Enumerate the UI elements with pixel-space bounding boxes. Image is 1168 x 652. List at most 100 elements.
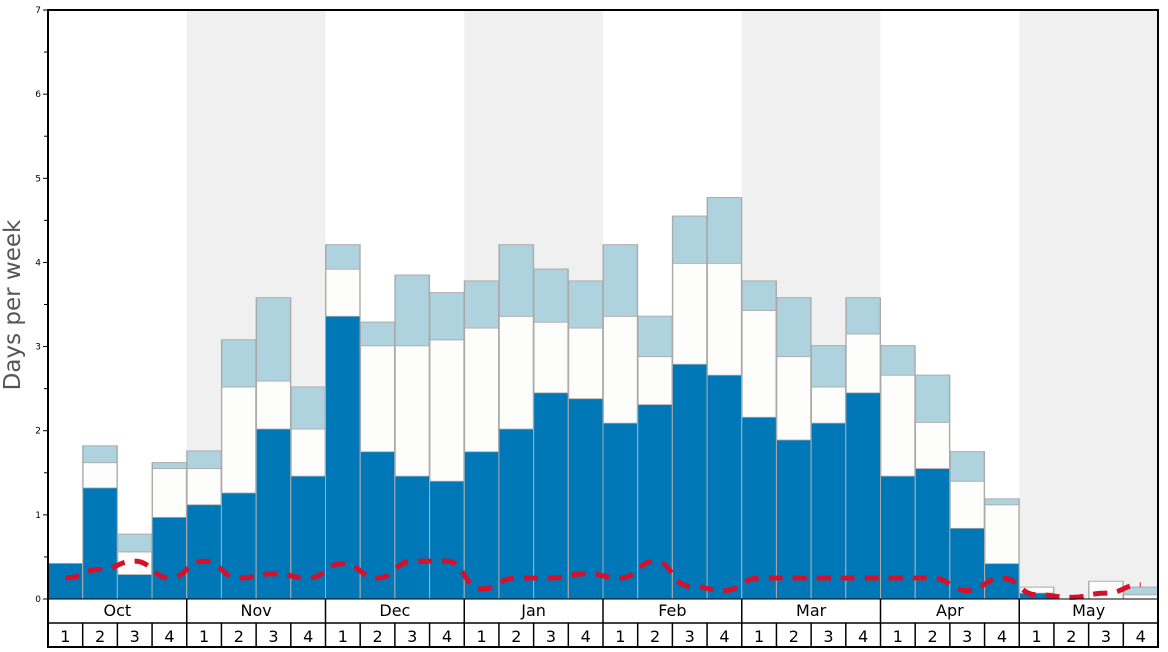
bar-segment-top (499, 244, 534, 317)
bar-segment-top (221, 339, 257, 388)
week-label: 3 (407, 627, 417, 646)
bar-segment-middle (637, 356, 673, 406)
week-label: 2 (372, 627, 382, 646)
bar-segment-base (360, 451, 395, 599)
week-label: 1 (893, 627, 903, 646)
y-tick-label: 4 (35, 258, 41, 268)
y-tick-label: 2 (35, 427, 41, 437)
month-label: Feb (658, 601, 686, 620)
bar-segment-middle (741, 309, 777, 418)
week-label: 4 (581, 627, 591, 646)
bar-segment-middle (811, 386, 846, 424)
bar-segment-top (603, 244, 638, 317)
trend-line (65, 558, 1141, 600)
month-label: Apr (936, 601, 964, 620)
bar-segment-middle (152, 468, 187, 518)
bar-segment-base (742, 417, 776, 599)
bar-segment-base (846, 392, 880, 599)
week-label: 2 (511, 627, 521, 646)
bar-segment-base (117, 574, 152, 599)
bar-segment-top (707, 197, 742, 264)
week-label: 4 (997, 627, 1007, 646)
bar-segment-base (395, 476, 430, 599)
month-label: Dec (379, 601, 410, 620)
bar-segment-middle (429, 339, 465, 482)
bar-segment-middle (776, 356, 812, 441)
bar-segment-base (256, 429, 291, 599)
week-label: 1 (477, 627, 487, 646)
bar-segment-base (221, 492, 256, 599)
week-label: 1 (60, 627, 70, 646)
bar-segment-middle (880, 374, 916, 477)
bar-segment-base (83, 487, 117, 599)
y-axis-label: Days per week (0, 219, 26, 390)
week-label: 3 (685, 627, 695, 646)
week-label: 4 (164, 627, 174, 646)
bar-segment-middle (325, 268, 361, 317)
bar-segment-base (464, 451, 499, 599)
bar-segment-middle (845, 333, 881, 394)
week-label: 3 (962, 627, 972, 646)
y-tick-label: 5 (35, 174, 41, 184)
week-label: 3 (268, 627, 278, 646)
week-label: 3 (546, 627, 556, 646)
bar-segment-base (48, 563, 83, 599)
month-label: Jan (520, 601, 546, 620)
week-label: 2 (789, 627, 799, 646)
y-tick-label: 0 (35, 595, 41, 605)
bar-segment-middle (464, 327, 499, 453)
week-label: 1 (615, 627, 625, 646)
month-label: Nov (241, 601, 272, 620)
week-label: 4 (442, 627, 452, 646)
bar-segment-top (880, 345, 916, 376)
bar-segment-middle (221, 386, 257, 494)
week-label: 4 (1136, 627, 1146, 646)
bar-segment-top (533, 268, 569, 323)
bar-segment-base (950, 528, 985, 599)
bar-segment-base (499, 429, 534, 599)
week-label: 1 (338, 627, 348, 646)
month-label: May (1072, 601, 1105, 620)
bar-segment-top (568, 280, 603, 329)
bar-segment-top (82, 445, 118, 464)
week-label: 1 (754, 627, 764, 646)
week-label: 3 (130, 627, 140, 646)
bar-segment-top (741, 280, 777, 311)
bar-segment-middle (533, 321, 569, 394)
bar-segment-top (429, 292, 465, 341)
bar-segment-base (881, 476, 915, 599)
bar-segment-middle (186, 468, 222, 506)
bar-segment-top (464, 280, 499, 329)
week-label: 2 (234, 627, 244, 646)
bar-segment-top (186, 450, 222, 469)
week-label: 2 (1066, 627, 1076, 646)
bar-segment-base (811, 423, 846, 599)
bar-segment-top (811, 345, 846, 388)
y-tick-label: 3 (35, 343, 41, 353)
bar-segment-base (707, 375, 742, 599)
bar-segment-top (256, 297, 291, 382)
bar-segment-base (291, 476, 325, 599)
bar-segment-base (672, 364, 707, 599)
bar-segment-base (326, 316, 360, 599)
bar-segment-middle (1019, 586, 1054, 594)
bar-segment-top (984, 498, 1020, 506)
bar-segment-base (430, 481, 464, 599)
bar-segment-top (152, 462, 187, 469)
bar-segment-top (637, 315, 673, 358)
week-label: 1 (1032, 627, 1042, 646)
bar-segment-middle (707, 262, 742, 376)
bar-segment-top (845, 297, 881, 335)
bar-segment-middle (394, 345, 430, 477)
bar-segment-top (949, 451, 985, 482)
week-label: 4 (303, 627, 313, 646)
bar-segment-base (187, 504, 221, 599)
bar-segment-middle (1123, 594, 1158, 600)
month-label: Oct (104, 601, 132, 620)
bar-segment-middle (499, 315, 534, 430)
bar-segment-base (776, 439, 811, 599)
bar-segment-base (534, 392, 568, 599)
month-shade (1019, 10, 1158, 599)
bar-segment-middle (256, 380, 291, 430)
